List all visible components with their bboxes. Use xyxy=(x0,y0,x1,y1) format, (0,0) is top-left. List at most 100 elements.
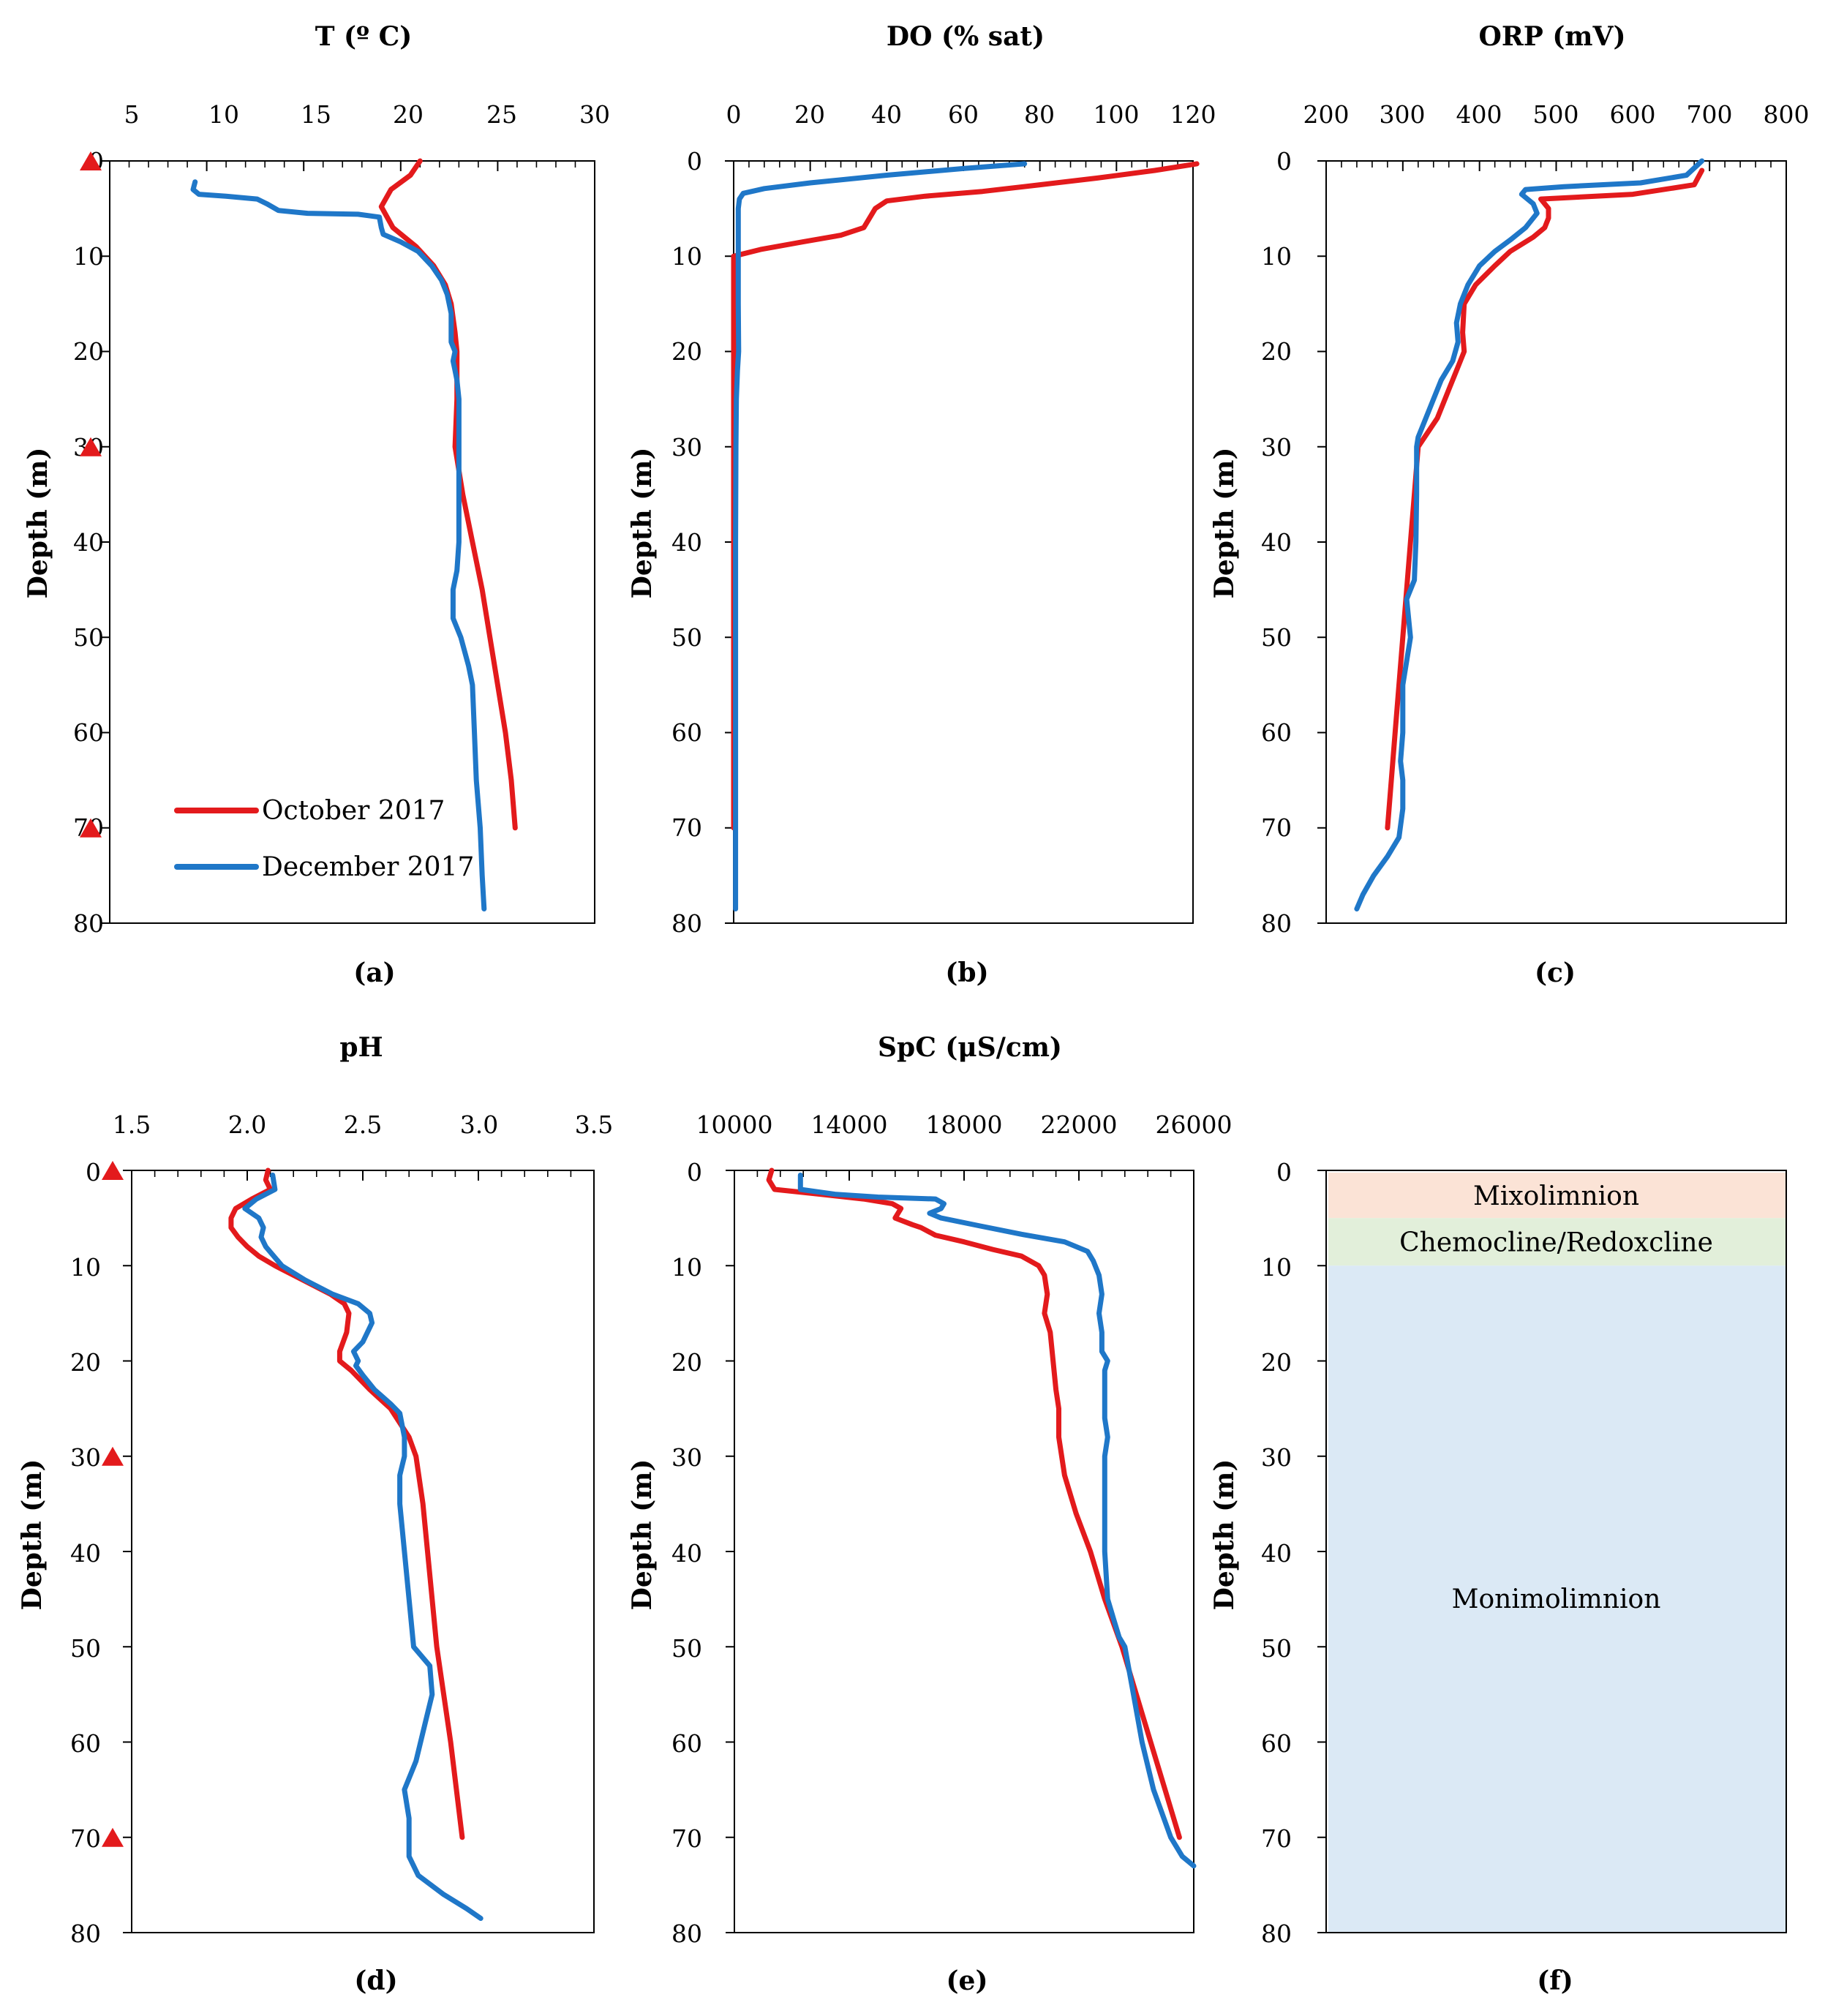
panel-c-series-december-line xyxy=(1354,158,1705,911)
panel-a-y-tick-label: 10 xyxy=(73,242,104,271)
zone-mixolimnion-band xyxy=(1328,1173,1786,1219)
panel-d-y-axis-label: Depth (m) xyxy=(17,1459,48,1611)
panel-a-x-tick-label: 5 xyxy=(124,100,140,129)
panel-f-y-tick-label: 80 xyxy=(1261,1919,1292,1948)
panel-c-y-tick-label: 20 xyxy=(1261,337,1292,366)
panel-e-label: (e) xyxy=(947,1966,988,1996)
panel-f-y-tick-labels: 0 10 20 30 40 50 60 70 80 xyxy=(1261,1158,1292,1948)
panel-e-y-tick-label: 0 xyxy=(687,1158,702,1186)
panel-c-y-tick-label: 10 xyxy=(1261,242,1292,271)
panel-a-x-tick-label: 30 xyxy=(579,100,610,129)
panel-b-x-tick-label: 20 xyxy=(794,100,825,129)
panel-a-title: T (º C) xyxy=(315,21,413,52)
panel-a-y-axis-label: Depth (m) xyxy=(23,448,53,599)
panel-e-x-tick-label: 22000 xyxy=(1041,1110,1118,1139)
panel-a-legend: October 2017 December 2017 xyxy=(174,796,474,882)
panel-e-y-tick-label: 10 xyxy=(671,1253,702,1282)
panel-d-sampling-depth-marker xyxy=(102,1161,124,1180)
panel-b-x-tick-label: 120 xyxy=(1170,100,1216,129)
panel-a-series-october-line xyxy=(378,158,518,831)
panel-f-y-tick-label: 70 xyxy=(1261,1824,1292,1853)
panel-d-x-tick-label: 3.5 xyxy=(575,1110,613,1139)
panel-e-series-october-line xyxy=(766,1167,1182,1840)
zone-label: Chemocline/Redoxcline xyxy=(1399,1228,1713,1258)
zone-label: Mixolimnion xyxy=(1473,1181,1639,1211)
panel-b-y-tick-label: 70 xyxy=(671,813,702,842)
panel-a-sampling-depth-marker xyxy=(80,437,102,456)
panel-e-x-tick-label: 14000 xyxy=(811,1110,888,1139)
legend-label-october: October 2017 xyxy=(262,796,445,826)
panel-b-title: DO (% sat) xyxy=(887,21,1045,52)
panel-d-x-tick-label: 2.5 xyxy=(344,1110,382,1139)
panel-d-sampling-depth-marker xyxy=(102,1446,124,1466)
panel-a-x-tick-label: 20 xyxy=(393,100,424,129)
panel-f-y-tick-label: 50 xyxy=(1261,1634,1292,1663)
panel-e-plot-frame xyxy=(734,1170,1194,1933)
panel-a-y-tick-labels: 0 10 20 30 40 50 60 70 80 xyxy=(73,147,104,938)
panel-c-x-tick-label: 700 xyxy=(1687,100,1733,129)
panel-f-y-tick-label: 20 xyxy=(1261,1348,1292,1377)
panel-b-x-tick-label: 40 xyxy=(871,100,902,129)
panel-c-orp: ORP (mV) 200 300 400 500 600 700 800 0 1… xyxy=(1209,21,1810,988)
panel-b-series-december-line xyxy=(733,161,1028,911)
panel-a-y-tick-label: 20 xyxy=(73,337,104,366)
panel-d-x-tick-label: 1.5 xyxy=(113,1110,151,1139)
panel-e-y-tick-label: 50 xyxy=(671,1634,702,1663)
panel-c-title: ORP (mV) xyxy=(1479,21,1626,52)
panel-a-x-tick-label: 10 xyxy=(208,100,239,129)
panel-e-x-tick-label: 10000 xyxy=(696,1110,773,1139)
panel-b-x-tick-label: 100 xyxy=(1094,100,1140,129)
panel-f-label: (f) xyxy=(1537,1966,1573,1996)
panel-d-x-tick-label: 2.0 xyxy=(228,1110,266,1139)
panel-a-y-tick-label: 80 xyxy=(73,909,104,938)
panel-e-y-tick-label: 70 xyxy=(671,1824,702,1853)
panel-c-series-october-line xyxy=(1385,168,1705,831)
panel-b-x-tick-labels: 0 20 40 60 80 100 120 xyxy=(726,100,1216,129)
panel-a-sampling-depth-marker xyxy=(80,151,102,170)
zone-label: Monimolimnion xyxy=(1452,1584,1661,1614)
panel-d-y-tick-labels: 0 10 20 30 40 50 60 70 80 xyxy=(70,1158,101,1948)
zone-monimolimnion-band xyxy=(1328,1265,1786,1933)
panel-b-y-tick-label: 0 xyxy=(687,147,702,176)
panel-c-y-tick-label: 80 xyxy=(1261,909,1292,938)
panel-e-y-tick-labels: 0 10 20 30 40 50 60 70 80 xyxy=(671,1158,702,1948)
panel-c-x-tick-label: 200 xyxy=(1303,100,1350,129)
panel-d-series-october-line xyxy=(228,1167,465,1840)
panel-b-x-tick-label: 60 xyxy=(948,100,979,129)
panel-a-x-tick-label: 15 xyxy=(301,100,331,129)
panel-d-y-tick-label: 20 xyxy=(70,1348,101,1377)
panel-c-label: (c) xyxy=(1535,958,1576,988)
panel-b-y-tick-label: 50 xyxy=(671,623,702,652)
panel-c-y-tick-labels: 0 10 20 30 40 50 60 70 80 xyxy=(1261,147,1292,938)
panel-f-stratification-zones: 0 10 20 30 40 50 60 70 80 Depth (m) (f) … xyxy=(1209,1158,1787,1996)
panel-a-label: (a) xyxy=(353,958,395,988)
panel-b-label: (b) xyxy=(945,958,988,988)
panel-c-y-tick-label: 60 xyxy=(1261,718,1292,747)
panel-d-x-tick-label: 3.0 xyxy=(460,1110,498,1139)
panel-b-y-axis-label: Depth (m) xyxy=(627,448,658,599)
panel-b-y-tick-label: 80 xyxy=(671,909,702,938)
panel-c-x-tick-label: 800 xyxy=(1764,100,1810,129)
panel-f-y-tick-label: 0 xyxy=(1276,1158,1292,1186)
panel-d-label: (d) xyxy=(354,1966,397,1996)
panel-b-series-october-line xyxy=(731,161,1200,831)
panel-d-title: pH xyxy=(339,1032,383,1063)
panel-a-y-tick-label: 60 xyxy=(73,718,104,747)
panel-b-x-tick-label: 0 xyxy=(726,100,742,129)
panel-e-y-tick-label: 80 xyxy=(671,1919,702,1948)
panel-e-x-tick-label: 26000 xyxy=(1156,1110,1233,1139)
panel-d-y-tick-label: 80 xyxy=(70,1919,101,1948)
panel-b-x-tick-label: 80 xyxy=(1024,100,1055,129)
panel-e-x-tick-label: 18000 xyxy=(926,1110,1003,1139)
panel-c-x-tick-label: 300 xyxy=(1380,100,1426,129)
panel-b-y-tick-labels: 0 10 20 30 40 50 60 70 80 xyxy=(671,147,702,938)
legend-label-december: December 2017 xyxy=(262,852,474,882)
panel-f-y-tick-label: 40 xyxy=(1261,1539,1292,1568)
panel-f-y-axis-label: Depth (m) xyxy=(1209,1459,1240,1611)
panel-b-plot-frame xyxy=(733,160,1194,924)
panel-d-plot-frame xyxy=(131,1170,595,1933)
panel-e-y-axis-label: Depth (m) xyxy=(627,1459,658,1611)
panel-e-y-tick-label: 60 xyxy=(671,1729,702,1758)
panel-c-y-tick-label: 30 xyxy=(1261,433,1292,462)
